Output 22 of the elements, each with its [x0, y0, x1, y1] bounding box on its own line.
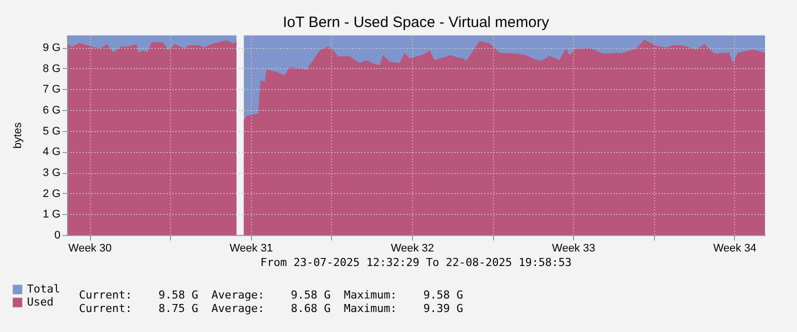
x-tick-label: Week 30	[68, 242, 112, 254]
y-tick-label: 7 G	[42, 84, 60, 96]
x-tick-label: Week 31	[230, 242, 273, 254]
y-tick-label: 5 G	[42, 125, 60, 138]
y-tick-label: 8 G	[42, 62, 60, 75]
text: Current: 8.75 G Average: 8.68 G Maximum: 9.39 G	[79, 302, 464, 315]
legend-label: Used	[27, 296, 54, 308]
y-tick-label: 4 G	[42, 146, 60, 158]
y-tick-label: 0	[54, 230, 60, 242]
legend-label: Total	[27, 282, 60, 296]
text: Current: 9.58 G Average: 9.58 G Maximum: 9.58 G	[79, 288, 464, 302]
y-tick-label: 3 G	[42, 167, 60, 179]
chart-title: IoT Bern - Used Space - Virtual memory	[282, 14, 550, 31]
x-tick-label: Week 33	[552, 242, 596, 254]
text: From 23-07-2025 12:32:29 To 22-08-2025 19:58:53	[260, 256, 572, 269]
x-tick-label: Week 32	[390, 242, 434, 254]
x-tick-label: Week 34	[713, 242, 756, 254]
y-tick-label: 1 G	[42, 208, 60, 221]
y-tick-label: 9 G	[42, 42, 60, 54]
y-tick-label: 2 G	[42, 188, 60, 200]
y-axis-title: bytes	[12, 122, 24, 149]
y-tick-label: 6 G	[42, 104, 60, 116]
